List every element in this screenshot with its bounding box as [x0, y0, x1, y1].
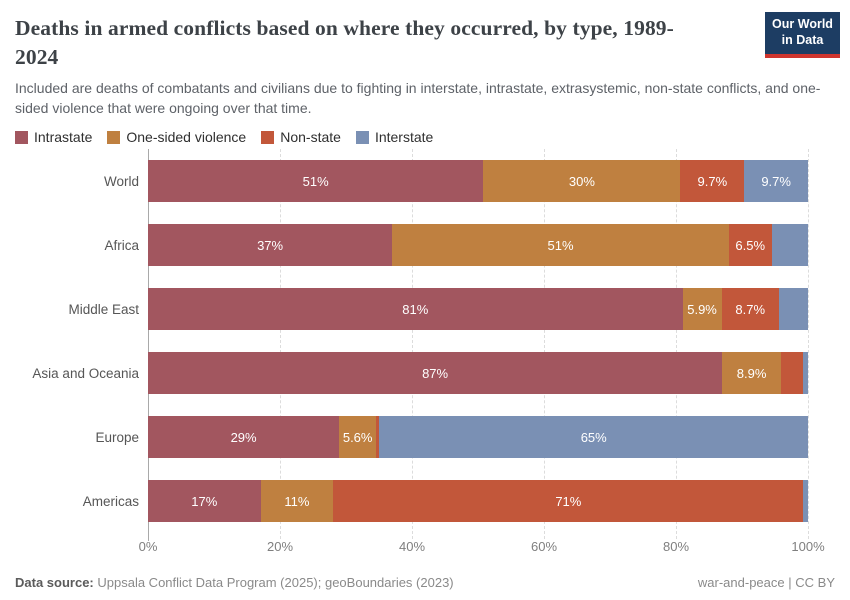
chart-row-world: World 51% 30% 9.7% 9.7%	[104, 149, 809, 213]
x-axis-tick-label: 20%	[266, 539, 294, 555]
segment-value-label: 29%	[230, 429, 257, 445]
category-label: Americas	[82, 493, 139, 509]
bar-segment-interstate[interactable]	[803, 480, 808, 523]
category-label: Middle East	[68, 301, 139, 317]
legend-label: Interstate	[374, 129, 434, 146]
category-label: Africa	[104, 237, 139, 253]
credit-link-war-and-peace[interactable]: war-and-peace	[697, 575, 785, 591]
stacked-bar: 87% 8.9%	[148, 352, 808, 395]
bar-segment-interstate[interactable]	[771, 224, 808, 267]
page-title: Deaths in armed conflicts based on where…	[15, 16, 674, 70]
legend-label: Non-state	[280, 129, 341, 146]
credits: war-and-peace | CC BY	[698, 575, 835, 590]
stacked-bar: 51% 30% 9.7% 9.7%	[148, 160, 809, 203]
segment-value-label: 11%	[284, 493, 310, 509]
data-source-text: Uppsala Conflict Data Program (2025); ge…	[97, 575, 454, 591]
bar-segment-one-sided-violence[interactable]: 11%	[260, 480, 334, 523]
segment-value-label: 65%	[580, 429, 607, 445]
segment-value-label: 87%	[422, 365, 449, 381]
chart-row-europe: Europe 29% 5.6% 65%	[95, 405, 808, 469]
y-axis-line	[148, 149, 149, 542]
segment-value-label: 9.7%	[697, 173, 728, 189]
segment-value-label: 51%	[547, 237, 574, 253]
bar-segment-non-state[interactable]	[780, 352, 803, 395]
chart-row-americas: Americas 17% 11% 71%	[83, 469, 808, 533]
legend-swatch-icon	[355, 130, 369, 144]
bar-segment-intrastate[interactable]: 81%	[148, 288, 683, 331]
data-source-label: Data source:	[15, 575, 94, 591]
legend: Intrastate One-sided violence Non-state Int…	[15, 129, 835, 145]
legend-item-interstate[interactable]: Interstate	[355, 129, 434, 146]
legend-swatch-icon	[107, 130, 121, 144]
x-axis-tick-label: 100%	[791, 539, 825, 555]
segment-value-label: 9.7%	[761, 173, 791, 189]
chart-row-africa: Africa 37% 51% 6.5%	[104, 213, 808, 277]
segment-value-label: 37%	[257, 237, 284, 253]
category-label: Asia and Oceania	[32, 365, 139, 381]
data-source: Data source: Uppsala Conflict Data Progr…	[15, 575, 454, 590]
legend-item-intrastate[interactable]: Intrastate	[15, 129, 92, 145]
bar-segment-interstate[interactable]: 9.7%	[744, 160, 809, 203]
owid-logo[interactable]: Our World in Data	[765, 12, 840, 59]
bar-segment-interstate[interactable]	[802, 352, 808, 395]
chart-row-middle-east: Middle East 81% 5.9% 8.7%	[68, 277, 808, 341]
gridline	[808, 149, 809, 540]
footer: Data source: Uppsala Conflict Data Progr…	[0, 575, 850, 590]
bar-segment-non-state[interactable]: 71%	[333, 480, 804, 523]
bar-segment-intrastate[interactable]: 17%	[148, 480, 261, 523]
stacked-bar: 37% 51% 6.5%	[148, 224, 808, 267]
credit-link-cc-by[interactable]: CC BY	[795, 575, 835, 591]
bar-segment-one-sided-violence[interactable]: 5.6%	[339, 416, 377, 459]
segment-value-label: 5.9%	[687, 301, 717, 317]
owid-logo-line2: in Data	[781, 32, 824, 47]
legend-label: Intrastate	[34, 129, 93, 146]
bar-segment-non-state[interactable]: 9.7%	[680, 160, 745, 203]
x-axis-tick-label: 0%	[138, 539, 158, 555]
x-axis-tick-label: 80%	[662, 539, 690, 555]
owid-logo-line1: Our World	[772, 17, 833, 31]
legend-label: One-sided violence	[126, 129, 247, 146]
x-axis-tick-label: 60%	[530, 539, 558, 555]
bar-segment-non-state[interactable]: 6.5%	[728, 224, 772, 267]
credit-separator: |	[788, 575, 792, 591]
bar-segment-one-sided-violence[interactable]: 8.9%	[722, 352, 781, 395]
bar-segment-intrastate[interactable]: 87%	[148, 352, 723, 395]
segment-value-label: 6.5%	[735, 237, 766, 253]
category-label: World	[103, 173, 139, 189]
bar-segment-one-sided-violence[interactable]: 30%	[483, 160, 681, 203]
segment-value-label: 5.6%	[342, 429, 373, 445]
segment-value-label: 17%	[191, 493, 218, 509]
segment-value-label: 8.9%	[736, 365, 767, 381]
bar-segment-non-state[interactable]	[376, 416, 380, 459]
legend-item-non-state[interactable]: Non-state	[261, 129, 341, 145]
legend-item-one-sided-violence[interactable]: One-sided violence	[107, 129, 246, 145]
chart-area: World 51% 30% 9.7% 9.7% Africa 37% 51% 6.5% Middl…	[32, 149, 825, 557]
page-subtitle: Included are deaths of combatants and ci…	[15, 80, 821, 116]
plot-rows: World 51% 30% 9.7% 9.7% Africa 37% 51% 6.5% Middl…	[32, 149, 809, 533]
stacked-bar: 29% 5.6% 65%	[148, 416, 808, 459]
bar-segment-interstate[interactable]	[778, 288, 808, 331]
segment-value-label: 81%	[402, 301, 429, 317]
x-axis: 0% 20% 40% 60% 80% 100%	[139, 537, 825, 557]
segment-value-label: 51%	[302, 173, 329, 189]
bar-segment-interstate[interactable]: 65%	[379, 416, 808, 459]
legend-swatch-icon	[15, 130, 28, 144]
category-label: Europe	[95, 429, 139, 445]
bar-segment-intrastate[interactable]: 29%	[148, 416, 340, 459]
segment-value-label: 30%	[568, 173, 595, 189]
bar-segment-one-sided-violence[interactable]: 5.9%	[682, 288, 722, 331]
bar-segment-non-state[interactable]: 8.7%	[721, 288, 779, 331]
bar-segment-intrastate[interactable]: 51%	[148, 160, 484, 203]
x-axis-tick-label: 40%	[398, 539, 426, 555]
bar-segment-one-sided-violence[interactable]: 51%	[392, 224, 729, 267]
chart-row-asia-and-oceania: Asia and Oceania 87% 8.9%	[32, 341, 808, 405]
segment-value-label: 8.7%	[735, 301, 766, 317]
stacked-bar: 81% 5.9% 8.7%	[148, 288, 808, 331]
segment-value-label: 71%	[555, 493, 582, 509]
bar-segment-intrastate[interactable]: 37%	[148, 224, 393, 267]
chart-page: Deaths in armed conflicts based on where…	[15, 16, 835, 557]
legend-swatch-icon	[261, 130, 275, 144]
stacked-bar: 17% 11% 71%	[148, 480, 808, 523]
